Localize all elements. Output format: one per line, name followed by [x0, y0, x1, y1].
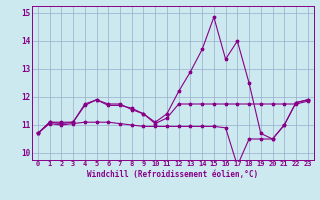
X-axis label: Windchill (Refroidissement éolien,°C): Windchill (Refroidissement éolien,°C) — [87, 170, 258, 179]
